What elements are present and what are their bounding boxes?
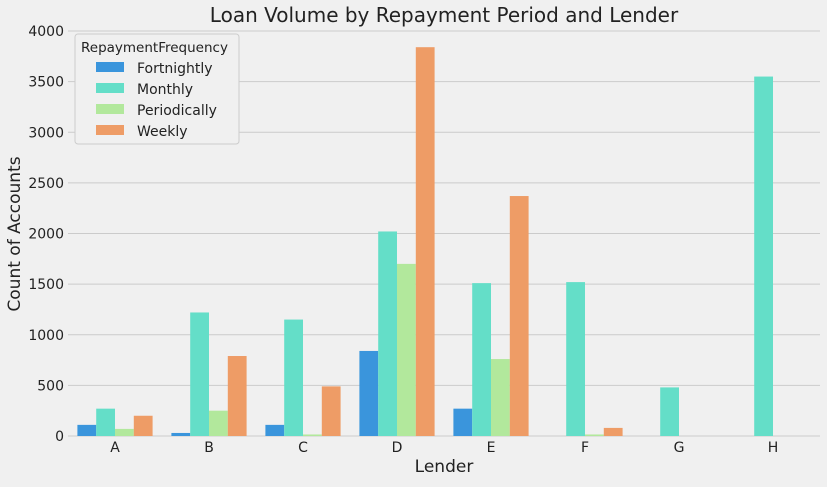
x-tick-label: E	[487, 440, 496, 456]
y-tick-label: 500	[37, 378, 64, 394]
legend: RepaymentFrequency Fortnightly Monthly Per…	[74, 33, 240, 145]
bar-weekly-c	[321, 386, 341, 436]
legend-items: Fortnightly Monthly Periodically Weekly	[96, 61, 217, 140]
x-tick-label: A	[110, 440, 120, 456]
bar-periodically-b	[209, 410, 228, 436]
bar-monthly-f	[566, 282, 585, 436]
bar-weekly-f	[603, 427, 623, 436]
y-tick-label: 2000	[28, 227, 64, 243]
bar-monthly-b	[190, 312, 209, 436]
bar-weekly-b	[227, 356, 247, 436]
x-axis-label: Lender	[415, 457, 474, 477]
bar-fortnightly-b	[171, 432, 191, 436]
bar-monthly-d	[378, 231, 397, 436]
bar-periodically-c	[303, 434, 322, 436]
chart-title: Loan Volume by Repayment Period and Lend…	[210, 3, 679, 27]
y-tick-label: 3000	[28, 125, 64, 141]
bar-periodically-d	[397, 263, 416, 436]
bar-weekly-e	[509, 196, 529, 436]
legend-swatch	[96, 125, 124, 135]
bar-fortnightly-e	[453, 408, 473, 436]
x-tick-label: F	[581, 440, 589, 456]
x-tick-label: G	[674, 440, 685, 456]
x-tick-labels: A B C D E F G H	[110, 440, 778, 456]
bars	[77, 47, 773, 436]
y-tick-label: 1500	[28, 277, 64, 293]
legend-label: Periodically	[137, 103, 217, 119]
bar-monthly-c	[284, 319, 303, 436]
x-tick-label: H	[768, 440, 779, 456]
legend-swatch	[96, 83, 124, 93]
bar-monthly-a	[96, 408, 115, 436]
legend-swatch	[96, 104, 124, 114]
bar-fortnightly-a	[77, 424, 97, 436]
y-tick-label: 4000	[28, 24, 64, 40]
y-tick-label: 2500	[28, 176, 64, 192]
y-tick-label: 0	[55, 429, 64, 445]
y-tick-label: 1000	[28, 328, 64, 344]
y-axis-label: Count of Accounts	[5, 156, 25, 311]
legend-label: Fortnightly	[137, 61, 213, 77]
legend-swatch	[96, 62, 124, 72]
bar-periodically-f	[585, 434, 604, 436]
x-tick-label: C	[298, 440, 308, 456]
bar-weekly-a	[133, 415, 153, 436]
x-tick-label: D	[392, 440, 403, 456]
bar-monthly-g	[660, 387, 679, 436]
bar-monthly-e	[472, 283, 491, 436]
y-tick-label: 3500	[28, 75, 64, 91]
bar-periodically-e	[491, 359, 510, 436]
legend-box	[74, 33, 240, 145]
bar-weekly-d	[415, 47, 435, 436]
bar-fortnightly-c	[265, 424, 285, 436]
bar-monthly-h	[754, 76, 773, 436]
bar-periodically-a	[115, 428, 134, 436]
legend-label: Monthly	[137, 82, 193, 98]
legend-label: Weekly	[137, 124, 188, 140]
bar-fortnightly-d	[359, 350, 379, 436]
y-tick-labels: 0 500 1000 1500 2000 2500 3000 3500 4000	[28, 24, 64, 445]
legend-title: RepaymentFrequency	[81, 40, 228, 56]
x-tick-label: B	[204, 440, 214, 456]
